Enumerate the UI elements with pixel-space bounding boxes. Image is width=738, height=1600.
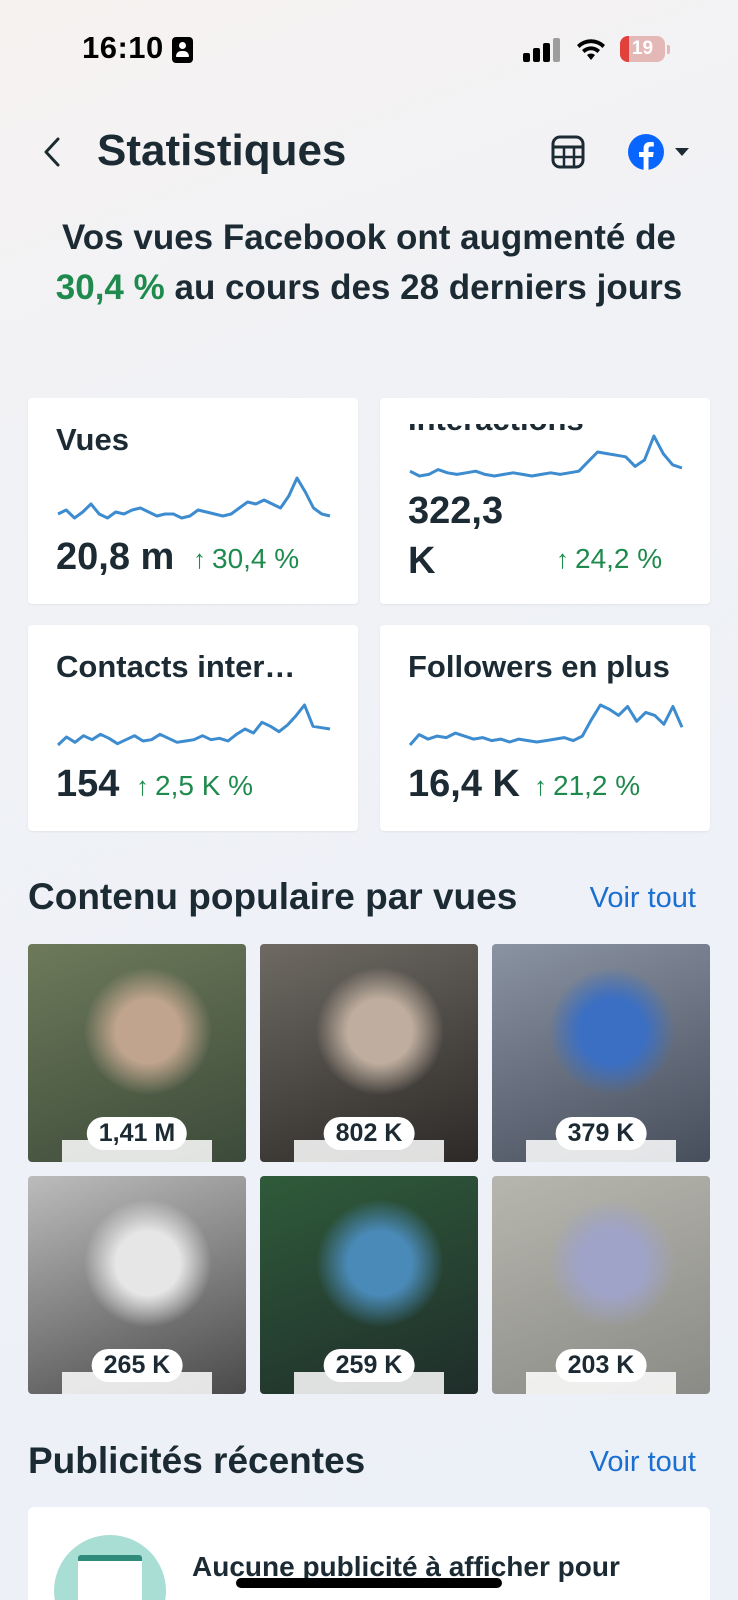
recent-ads-title: Publicités récentes <box>28 1440 366 1481</box>
sparkline-path <box>408 703 684 746</box>
headline-text: Vos vues Facebook ont augmenté de <box>62 218 676 257</box>
popular-post-thumbnail[interactable]: 379 K <box>492 944 710 1162</box>
arrow-up-icon: ↑ <box>136 771 149 801</box>
view-count-badge: 259 K <box>323 1349 415 1382</box>
metric-card-contacts[interactable]: Contacts inter… 154 ↑ 2,5 K % <box>28 625 358 831</box>
battery-level: 19 <box>631 38 654 59</box>
view-count-badge: 379 K <box>555 1117 647 1150</box>
sparkline-path <box>56 703 331 747</box>
metric-label: Interactions <box>408 402 584 437</box>
arrow-up-icon: ↑ <box>193 544 206 574</box>
cellular-signal-icon <box>523 38 561 62</box>
metric-card-interactions[interactable]: Interactions 322,3 K ↑ 24,2 % <box>380 398 710 604</box>
metric-value: 322,3 K <box>408 490 504 582</box>
sparkline-path <box>409 434 683 478</box>
metric-card-views[interactable]: Vues 20,8 m ↑ 30,4 % <box>28 398 358 604</box>
battery-icon: 19 <box>620 36 670 62</box>
ad-illustration-icon <box>54 1535 166 1600</box>
page-title: Statistiques <box>97 126 347 175</box>
metric-change: ↑ 24,2 % <box>556 543 663 574</box>
sparkline <box>408 703 684 746</box>
view-count-badge: 265 K <box>91 1349 183 1382</box>
popular-post-thumbnail[interactable]: 1,41 M <box>28 944 246 1162</box>
popular-see-all-link[interactable]: Voir tout <box>589 882 696 914</box>
metric-label: Contacts inter… <box>56 649 296 684</box>
metric-value: 154 <box>56 763 120 805</box>
contact-card-icon <box>172 37 193 63</box>
sparkline <box>57 476 331 520</box>
metric-label: Followers en plus <box>408 649 670 684</box>
arrow-up-icon: ↑ <box>534 771 547 801</box>
wifi-icon <box>577 39 605 60</box>
table-view-button[interactable] <box>550 134 586 170</box>
chevron-left-icon <box>44 137 60 167</box>
metric-value: 16,4 K <box>408 763 520 805</box>
ads-see-all-link[interactable]: Voir tout <box>589 1446 696 1478</box>
status-bar: 16:10 19 <box>0 0 738 100</box>
popular-post-thumbnail[interactable]: 203 K <box>492 1176 710 1394</box>
metric-value: 20,8 m <box>56 536 175 578</box>
sparkline <box>56 703 331 747</box>
caret-down-icon <box>675 148 689 156</box>
back-button[interactable] <box>34 130 70 174</box>
sparkline-path <box>57 476 331 520</box>
popular-post-thumbnail[interactable]: 265 K <box>28 1176 246 1394</box>
headline-percent: 30,4 % <box>55 268 165 307</box>
home-indicator[interactable] <box>236 1578 502 1588</box>
view-count-badge: 802 K <box>323 1117 415 1150</box>
status-time: 16:10 <box>82 30 164 65</box>
metric-change: ↑ 2,5 K % <box>136 770 254 801</box>
account-switcher[interactable] <box>626 132 698 172</box>
table-icon <box>551 135 585 169</box>
metric-label: Vues <box>56 422 129 457</box>
headline-text-end: au cours des 28 derniers jours <box>174 268 683 307</box>
popular-post-thumbnail[interactable]: 802 K <box>260 944 478 1162</box>
metric-change: ↑ 30,4 % <box>193 543 300 574</box>
arrow-up-icon: ↑ <box>556 544 569 574</box>
metric-change: ↑ 21,2 % <box>534 770 641 801</box>
views-summary-headline: Vos vues Facebook ont augmenté de 30,4 %… <box>20 213 718 313</box>
popular-content-title: Contenu populaire par vues <box>28 876 518 917</box>
popular-post-thumbnail[interactable]: 259 K <box>260 1176 478 1394</box>
metric-card-followers[interactable]: Followers en plus 16,4 K ↑ 21,2 % <box>380 625 710 831</box>
view-count-badge: 1,41 M <box>86 1117 188 1150</box>
view-count-badge: 203 K <box>555 1349 647 1382</box>
facebook-icon <box>628 134 664 170</box>
sparkline <box>409 434 683 478</box>
no-ads-message: Aucune publicité à afficher pour <box>192 1551 620 1582</box>
